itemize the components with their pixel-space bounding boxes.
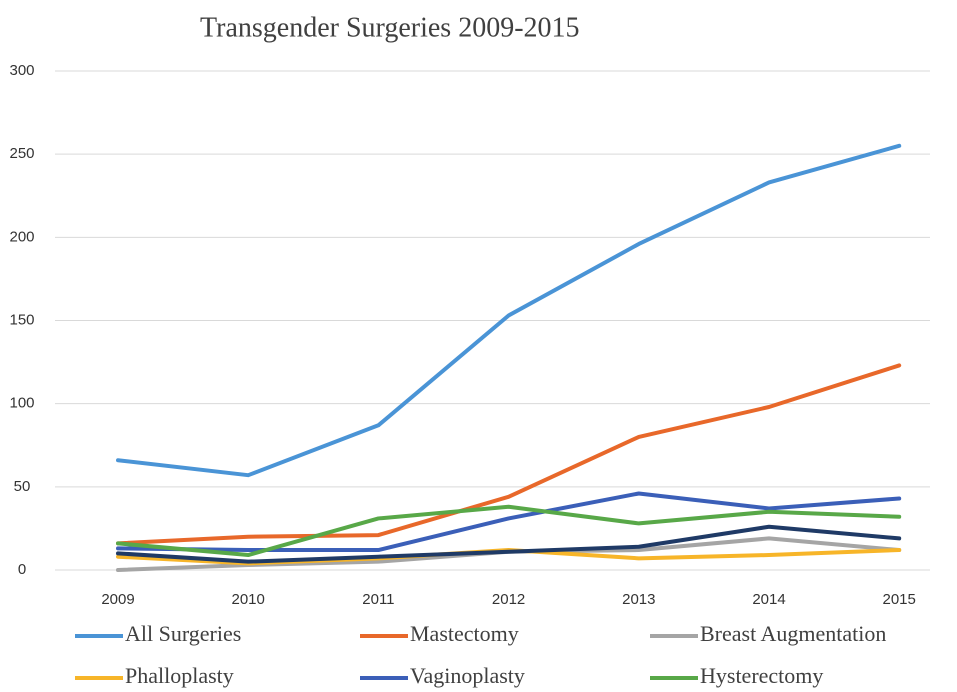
y-tick-label: 250 — [9, 145, 34, 162]
legend-label: Mastectomy — [410, 621, 519, 646]
series-line — [116, 524, 902, 564]
x-tick-label: 2009 — [101, 591, 134, 608]
y-tick-label: 100 — [9, 395, 34, 412]
series-line — [116, 491, 902, 553]
y-tick-label: 0 — [18, 561, 26, 578]
series-line — [116, 363, 902, 546]
legend-label: Vaginoplasty — [410, 663, 525, 688]
series-line — [116, 143, 902, 478]
legend-label: Phalloplasty — [125, 663, 234, 688]
legend-label: All Surgeries — [125, 621, 241, 646]
y-tick-label: 50 — [14, 478, 31, 495]
y-tick-label: 150 — [9, 311, 34, 328]
series-line — [116, 504, 902, 558]
x-tick-label: 2010 — [232, 591, 265, 608]
x-tick-label: 2012 — [492, 591, 525, 608]
legend-label: Hysterectomy — [700, 663, 823, 688]
x-tick-label: 2011 — [362, 591, 394, 608]
x-tick-label: 2014 — [752, 591, 785, 608]
legend-label: Breast Augmentation — [700, 621, 886, 646]
y-tick-label: 200 — [9, 228, 34, 245]
x-tick-label: 2015 — [883, 591, 916, 608]
chart-title: Transgender Surgeries 2009-2015 — [200, 12, 580, 43]
y-tick-label: 300 — [9, 62, 34, 79]
x-tick-label: 2013 — [622, 591, 655, 608]
